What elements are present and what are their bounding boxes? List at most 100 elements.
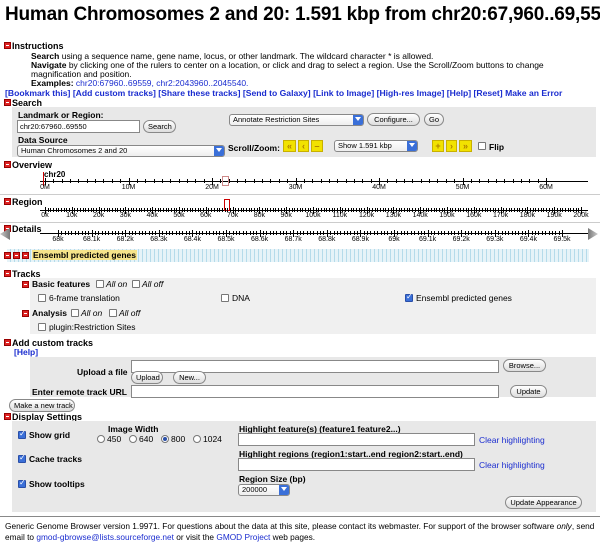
update-appearance-button[interactable]: Update Appearance	[505, 496, 582, 509]
region-ruler[interactable]: 0k 10k 20k 30k 40k 50k 60k 70k 80k 90k 100k 110k 120…	[40, 199, 589, 221]
new-button[interactable]: New...	[173, 371, 206, 384]
upload-file-field[interactable]	[131, 360, 499, 373]
rg-minor-tick	[130, 208, 132, 212]
collapse-toggle-icon[interactable]	[4, 99, 11, 106]
rg-minor-tick	[154, 208, 156, 212]
zoom-in-button[interactable]: +	[432, 140, 444, 152]
cache-tracks-checkbox[interactable]	[18, 453, 26, 463]
highlight-regions-input[interactable]	[238, 458, 475, 471]
width-800-radio[interactable]	[161, 435, 169, 443]
restriction-sites-checkbox[interactable]	[38, 323, 46, 331]
rg-major-tick	[152, 207, 154, 214]
pan-right-arrow-icon[interactable]	[588, 228, 598, 240]
ov-minor-tick	[312, 179, 314, 183]
details-ruler[interactable]: 68k 68.1k 68.2k 68.3k 68.4k 68.5k 68.6k 68.7k 68…	[40, 229, 588, 249]
bookmark-link[interactable]: [Bookmark this]	[5, 88, 71, 98]
dt-minor-tick	[357, 231, 359, 235]
custom-help-link[interactable]: [Help]	[14, 347, 39, 357]
send-galaxy-link[interactable]: [Send to Galaxy]	[242, 88, 311, 98]
basic-all-on-checkbox[interactable]	[96, 280, 104, 288]
rg-minor-tick	[538, 208, 540, 212]
datasource-select[interactable]: Human Chromosomes 2 and 20	[17, 145, 225, 157]
show-tooltips-checkbox[interactable]	[18, 478, 26, 488]
analysis-all-on-checkbox[interactable]	[71, 309, 79, 317]
width-640-radio[interactable]	[129, 435, 137, 443]
scroll-far-left-button[interactable]: «	[283, 140, 296, 152]
clear-highlight-regions-link[interactable]: Clear highlighting	[479, 460, 545, 470]
support-email-link[interactable]: gmod-gbrowse@lists.sourceforge.net	[36, 532, 174, 542]
zoom-select[interactable]: Show 1.591 kbp	[334, 140, 418, 152]
upload-button[interactable]: Upload	[131, 371, 163, 384]
make-error-link[interactable]: Make an Error	[505, 88, 563, 98]
clear-highlight-features-link[interactable]: Clear highlighting	[479, 435, 545, 445]
dt-minor-tick	[330, 231, 332, 235]
search-button[interactable]: Search	[143, 120, 176, 133]
gmod-project-link[interactable]: GMOD Project	[216, 532, 271, 542]
rg-tick-label: 80k	[253, 212, 266, 219]
rg-minor-tick	[315, 208, 317, 212]
rg-minor-tick	[256, 208, 258, 212]
configure-button[interactable]: Configure...	[367, 113, 420, 126]
collapse-toggle-icon[interactable]	[22, 310, 29, 317]
rg-minor-tick	[465, 208, 467, 212]
collapse-toggle-icon[interactable]	[4, 161, 11, 168]
dt-minor-tick	[538, 231, 540, 235]
collapse-toggle-icon[interactable]	[4, 413, 11, 420]
rg-minor-tick	[160, 208, 162, 212]
reset-link[interactable]: [Reset]	[473, 88, 503, 98]
width-450-radio[interactable]	[97, 435, 105, 443]
high-res-image-link[interactable]: [High-res Image]	[376, 88, 445, 98]
ov-minor-tick	[95, 179, 97, 183]
frame-translation-checkbox[interactable]	[38, 294, 46, 302]
scroll-right-button[interactable]: ›	[446, 140, 457, 152]
dt-tick-label: 69k	[388, 236, 400, 243]
scroll-left-button[interactable]: ‹	[298, 140, 309, 152]
ensembl-checkbox[interactable]	[405, 292, 413, 302]
pan-left-arrow-icon[interactable]	[0, 228, 10, 240]
rg-minor-tick	[181, 208, 183, 212]
track-close-icon[interactable]	[4, 252, 11, 259]
dna-checkbox[interactable]	[221, 294, 229, 302]
region-highlight	[224, 199, 230, 211]
collapse-toggle-icon[interactable]	[4, 42, 11, 49]
dt-minor-tick	[434, 231, 436, 235]
examples-link[interactable]: chr20:67960..69559, chr2:2043960..204554…	[75, 78, 249, 88]
scroll-far-right-button[interactable]: »	[459, 140, 472, 152]
collapse-toggle-icon[interactable]	[4, 270, 11, 277]
dt-minor-tick	[410, 231, 412, 235]
add-custom-tracks-link[interactable]: [Add custom tracks]	[72, 88, 156, 98]
track-help-icon[interactable]	[22, 252, 29, 259]
browse-button[interactable]: Browse...	[503, 359, 546, 372]
highlight-features-input[interactable]	[238, 433, 475, 446]
rg-minor-tick	[326, 208, 328, 212]
rg-minor-tick	[380, 208, 381, 212]
region-size-select[interactable]: 200000	[238, 484, 290, 496]
share-tracks-link[interactable]: [Share these tracks]	[158, 88, 241, 98]
make-new-track-button[interactable]: Make a new track	[9, 399, 75, 412]
remote-url-input[interactable]	[131, 385, 499, 398]
zoom-out-button[interactable]: –	[311, 140, 323, 152]
flip-checkbox[interactable]	[478, 142, 486, 150]
go-button[interactable]: Go	[424, 113, 444, 126]
track-share-icon[interactable]	[13, 252, 20, 259]
collapse-toggle-icon[interactable]	[22, 281, 29, 288]
collapse-toggle-icon[interactable]	[4, 198, 11, 205]
annotate-select[interactable]: Annotate Restriction Sites	[229, 114, 364, 126]
update-button[interactable]: Update	[510, 385, 547, 398]
landmark-input[interactable]: chr20:67960..69550	[17, 120, 140, 133]
overview-ruler[interactable]: 0M 10M 20M 30M 40M 50M 60M	[40, 172, 588, 196]
ov-minor-tick	[186, 179, 188, 183]
rg-minor-tick	[176, 208, 178, 212]
rg-minor-tick	[272, 208, 274, 212]
help-link[interactable]: [Help]	[446, 88, 472, 98]
collapse-toggle-icon[interactable]	[4, 339, 11, 346]
ov-minor-tick	[479, 179, 481, 183]
dt-minor-tick	[283, 231, 285, 235]
basic-all-off-checkbox[interactable]	[132, 280, 140, 288]
rg-minor-tick	[296, 208, 298, 212]
rg-minor-tick	[444, 208, 446, 212]
show-grid-checkbox[interactable]	[18, 429, 26, 439]
analysis-all-off-checkbox[interactable]	[109, 309, 117, 317]
link-image-link[interactable]: [Link to Image]	[313, 88, 375, 98]
width-1024-radio[interactable]	[193, 435, 201, 443]
